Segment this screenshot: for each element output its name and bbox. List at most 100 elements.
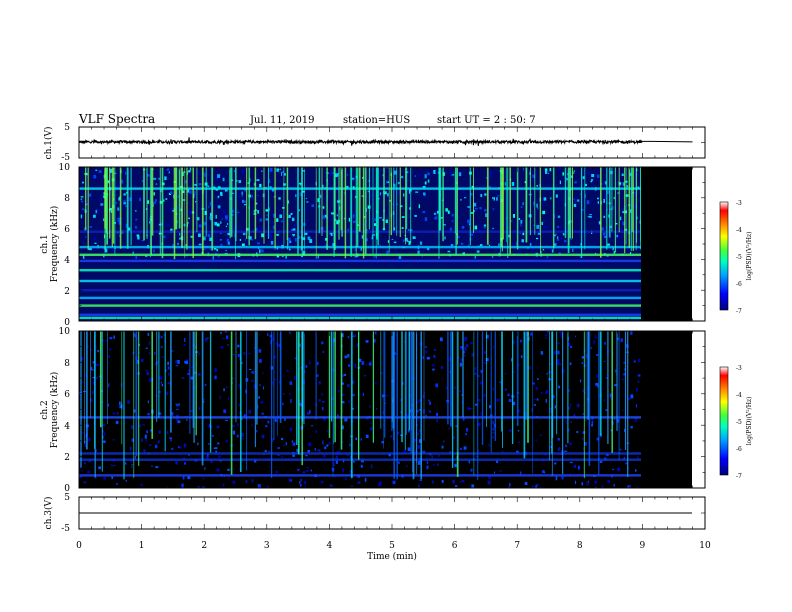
ch2-spectrogram-ylabel-frequency: Frequency (kHz) — [49, 372, 60, 449]
spectrogram-band — [79, 259, 643, 263]
spectrogram-pixel — [222, 177, 225, 182]
spectrogram-pixel — [353, 460, 355, 463]
spectrogram-pixel — [157, 440, 160, 444]
spectrogram-pixel — [351, 380, 355, 384]
spectrogram-pixel — [533, 201, 535, 206]
spectrogram-pixel — [595, 252, 597, 255]
spectrogram-pixel — [471, 185, 474, 189]
spectrogram-pixel — [545, 226, 548, 228]
spectrogram-pixel — [265, 209, 269, 212]
spectrogram-pixel — [400, 175, 404, 179]
spectrogram-pixel — [115, 483, 119, 485]
spectrogram-pixel — [613, 196, 615, 200]
spectrogram-pixel — [417, 445, 420, 449]
spectrogram-pixel — [554, 234, 556, 237]
spectrogram-pixel — [620, 228, 624, 231]
spectrogram-pixel — [302, 190, 305, 193]
spectrogram-pixel — [381, 372, 383, 374]
spectrogram-pixel — [209, 237, 212, 241]
spectrogram-pixel — [332, 461, 335, 466]
spectrogram-pixel — [597, 384, 599, 388]
spectrogram-pixel — [460, 211, 463, 213]
spectrogram-pixel — [628, 397, 630, 401]
spectrogram-pixel — [570, 175, 574, 178]
spectrogram-pixel — [292, 228, 296, 231]
spectrogram-pixel — [88, 437, 91, 442]
spectrogram-pixel — [87, 426, 89, 431]
spectrogram-pixel — [635, 469, 637, 472]
spectrogram-pixel — [543, 226, 546, 229]
spectrogram-pixel — [433, 349, 437, 351]
spectrogram-pixel — [622, 409, 624, 412]
spectrogram-pixel — [554, 350, 556, 352]
spectrogram-pixel — [372, 234, 376, 236]
spectrogram-pixel — [433, 170, 436, 174]
spectrogram-pixel — [368, 362, 372, 366]
spectrogram-pixel — [102, 430, 104, 433]
spectrogram-pixel — [613, 484, 615, 487]
spectrogram-pixel — [369, 361, 372, 363]
spectrogram-pixel — [511, 358, 512, 362]
spectrogram-pixel — [544, 334, 547, 337]
spectrogram-pixel — [142, 424, 145, 426]
spectrogram-pixel — [305, 470, 309, 472]
spectrogram-band — [79, 296, 643, 300]
spectrogram-pixel — [616, 234, 618, 238]
spectrogram-band — [79, 187, 643, 190]
spectrogram-pixel — [317, 254, 319, 259]
spectrogram-pixel — [426, 461, 429, 464]
spectrogram-pixel — [191, 366, 194, 368]
spectrogram-pixel — [268, 450, 270, 453]
spectrogram-pixel — [606, 377, 608, 379]
ch1-cb-tick--6: -6 — [736, 281, 742, 288]
spectrogram-pixel — [408, 429, 410, 433]
spectrogram-pixel — [305, 365, 308, 368]
spectrogram-pixel — [260, 401, 264, 404]
spectrogram-pixel — [376, 408, 378, 410]
spectrogram-pixel — [139, 424, 141, 427]
spectrogram-pixel — [281, 456, 283, 458]
spectrogram-pixel — [623, 362, 626, 364]
spectrogram-pixel — [418, 439, 422, 443]
spectrogram-pixel — [310, 469, 312, 472]
spectrogram-pixel — [145, 370, 148, 371]
spectrogram-pixel — [606, 190, 609, 194]
spectrogram-pixel — [135, 218, 138, 221]
spectrogram-pixel — [298, 182, 302, 184]
spectrogram-pixel — [181, 377, 185, 379]
spectrogram-pixel — [489, 405, 492, 409]
spectrogram-pixel — [251, 380, 254, 382]
spectrogram-pixel — [79, 476, 83, 478]
spectrogram-pixel — [196, 217, 200, 221]
spectrogram-pixel — [536, 237, 539, 240]
spectrogram-pixel — [80, 214, 83, 219]
spectrogram-pixel — [373, 255, 376, 258]
spectrogram-pixel — [507, 234, 511, 238]
ch1-colorbar — [719, 201, 729, 311]
spectrogram-pixel — [209, 201, 211, 206]
spectrogram-pixel — [217, 442, 220, 445]
spectrogram-pixel — [285, 255, 287, 259]
spectrogram-pixel — [587, 216, 591, 218]
spectrogram-pixel — [177, 420, 181, 424]
spectrogram-pixel — [440, 337, 443, 342]
spectrogram-pixel — [532, 382, 535, 385]
spectrogram-pixel — [207, 185, 210, 187]
spectrogram-pixel — [558, 385, 560, 389]
spectrogram-pixel — [386, 250, 389, 254]
spectrogram-pixel — [232, 353, 235, 356]
spectrogram-pixel — [183, 443, 187, 448]
spectrogram-pixel — [555, 476, 558, 481]
ch1-cb-tick--4: -4 — [736, 227, 742, 234]
spectrogram-pixel — [488, 443, 490, 447]
spectrogram-pixel — [469, 223, 471, 226]
x-axis-label: Time (min) — [367, 551, 417, 562]
spectrogram-pixel — [261, 412, 264, 415]
spectrogram-pixel — [224, 331, 228, 333]
spectrogram-pixel — [115, 420, 119, 424]
spectrogram-pixel — [136, 359, 139, 364]
spectrogram-pixel — [190, 376, 194, 380]
spectrogram-pixel — [568, 406, 571, 410]
spectrogram-pixel — [576, 403, 580, 408]
spectrogram-pixel — [321, 341, 324, 345]
